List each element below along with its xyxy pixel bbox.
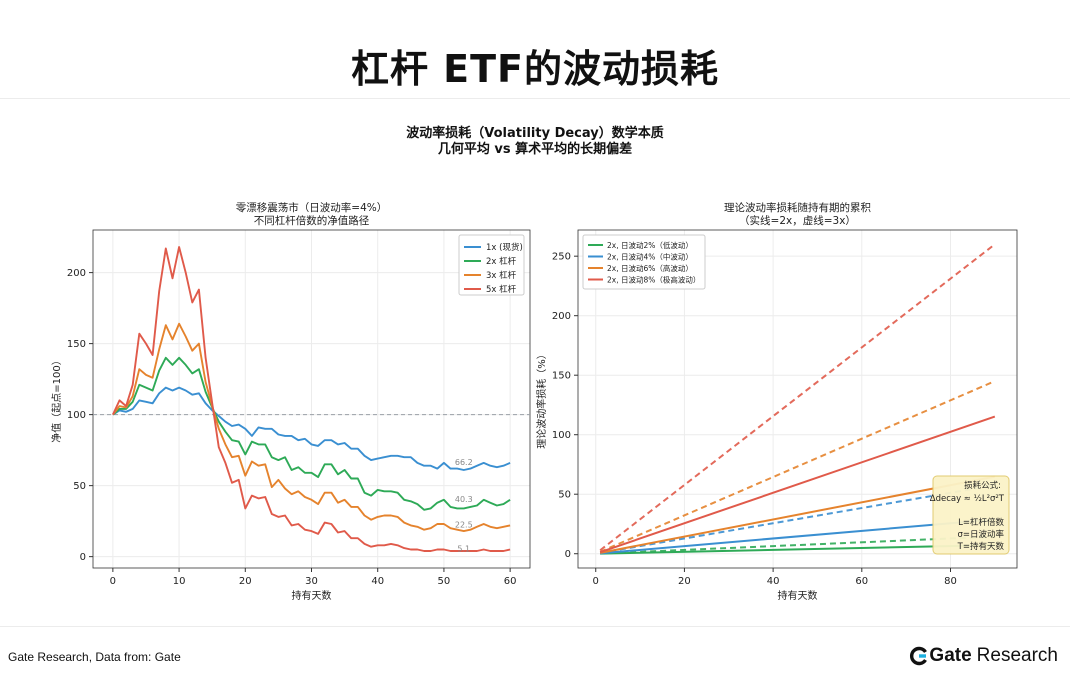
legend-box (582, 234, 706, 290)
figure-title-line1: 波动率损耗（Volatility Decay）数学本质 (406, 126, 664, 141)
y-tick-label: 50 (558, 490, 571, 501)
y-tick-label: 200 (552, 311, 571, 322)
series-solid-1 (600, 544, 995, 555)
y-tick-label: 0 (565, 549, 571, 560)
y-tick-label: 250 (552, 252, 571, 263)
footer-source: Gate Research, Data from: Gate (8, 650, 181, 664)
y-tick-label: 150 (67, 339, 86, 350)
y-tick-label: 50 (73, 481, 86, 492)
series-dashed-3 (599, 380, 996, 553)
legend-entry: 2x 杠杆 (486, 256, 517, 267)
x-tick-label: 0 (110, 576, 116, 587)
end-value-label: 5.1 (457, 545, 470, 554)
x-tick-label: 60 (855, 576, 868, 587)
header-divider (0, 98, 1070, 99)
y-tick-label: 150 (552, 371, 571, 382)
chart-subtitle: 不同杠杆倍数的净值路径 (254, 214, 370, 227)
chart-title: 理论波动率损耗随持有期的累积 (724, 201, 871, 214)
legend: 2x, 日波动2%（低波动） 2x, 日波动4%（中波动）2x, 日波动6%（高波… (582, 234, 706, 290)
series-dashed-2 (600, 484, 995, 554)
page-title: 杠杆 ETF的波动损耗 (350, 47, 720, 91)
x-tick-label: 60 (504, 576, 517, 587)
formula-box (932, 475, 1010, 555)
series-solid-4 (599, 415, 996, 554)
series-dashed-4 (599, 243, 996, 552)
chart-1: 0 10 20 30 40 50 60 0 50 100 150 200 零漂移震荡市（日波动率=4%）… (50, 201, 531, 602)
end-value-label: 22.5 (455, 520, 473, 529)
series-solid-3 (599, 475, 996, 554)
legend-entry: 2x, 日波动2%（低波动） (607, 240, 693, 250)
x-tick-label: 20 (239, 576, 252, 587)
x-tick-label: 80 (944, 576, 957, 587)
brand-logo: Gate Research (909, 645, 1058, 667)
x-tick-label: 30 (305, 576, 318, 587)
x-tick-label: 40 (371, 576, 384, 587)
series-solid-2 (600, 518, 995, 555)
x-tick-label: 40 (767, 576, 780, 587)
series-line-3 (112, 322, 511, 533)
gate-logo-icon (910, 646, 928, 666)
legend-box (458, 234, 525, 296)
y-tick-label: 200 (67, 268, 86, 279)
brand-name: Gate (929, 645, 972, 666)
series-line-1 (112, 386, 511, 471)
legend-entry: 3x 杠杆 (486, 270, 517, 281)
formula-text: Δdecay ≈ ½L²σ²T (930, 494, 1005, 504)
figure-title-line2: 几何平均 vs 算术平均的长期偏差 (437, 142, 633, 157)
formula-legend-sigma: σ=日波动率 (957, 529, 1004, 540)
series-dashed-1 (600, 535, 995, 555)
end-value-label: 66.2 (455, 458, 473, 467)
series-line-4 (112, 246, 511, 552)
chart-2: 0 20 40 60 80 0 50 100 150 200 250 理论波动率损耗随持有期的累积（实… (535, 201, 1018, 602)
y-tick-label: 100 (552, 430, 571, 441)
x-axis-label: 持有天数 (778, 589, 818, 602)
legend-entry: 2x, 日波动8%（极高波动） (607, 275, 700, 285)
y-tick-label: 0 (80, 552, 86, 563)
footer-divider (0, 626, 1070, 627)
y-axis-label: 净值（起点=100） (50, 355, 63, 442)
x-tick-label: 50 (438, 576, 451, 587)
chart-title: 零漂移震荡市（日波动率=4%） (236, 201, 387, 214)
plot-frame (577, 229, 1018, 569)
formula-heading: 损耗公式: (964, 480, 1001, 491)
chart-subtitle: （实线=2x，虚线=3x） (739, 214, 856, 227)
legend-entry: 2x, 日波动6%（高波动） (607, 263, 693, 273)
formula-legend-L: L=杠杆倍数 (958, 517, 1004, 528)
x-tick-label: 0 (593, 576, 599, 587)
series-line-2 (112, 356, 511, 511)
charts-figure: 0 10 20 30 40 50 60050100150200零漂移震荡市（日波动率=4%）… (50, 201, 1018, 602)
legend-entry: 1x (现货) (486, 242, 523, 253)
x-tick-label: 20 (678, 576, 691, 587)
x-axis-label: 持有天数 (292, 589, 332, 602)
y-tick-label: 100 (67, 410, 86, 421)
formula-legend-T: T=持有天数 (957, 541, 1005, 552)
x-tick-label: 10 (173, 576, 186, 587)
legend-entry: 2x, 日波动4%（中波动） (607, 252, 693, 262)
figure-title: 波动率损耗（Volatility Decay）数学本质 几何平均 vs 算术平均… (0, 126, 1070, 158)
brand-suffix: Research (976, 645, 1058, 666)
legend: 1x (现货) 2x 杠杆 3x 杠杆 5x 杠杆 (458, 234, 525, 296)
end-value-label: 40.3 (455, 495, 473, 504)
y-axis-label: 理论波动率损耗（%） (535, 349, 548, 449)
legend-entry: 5x 杠杆 (486, 284, 517, 295)
